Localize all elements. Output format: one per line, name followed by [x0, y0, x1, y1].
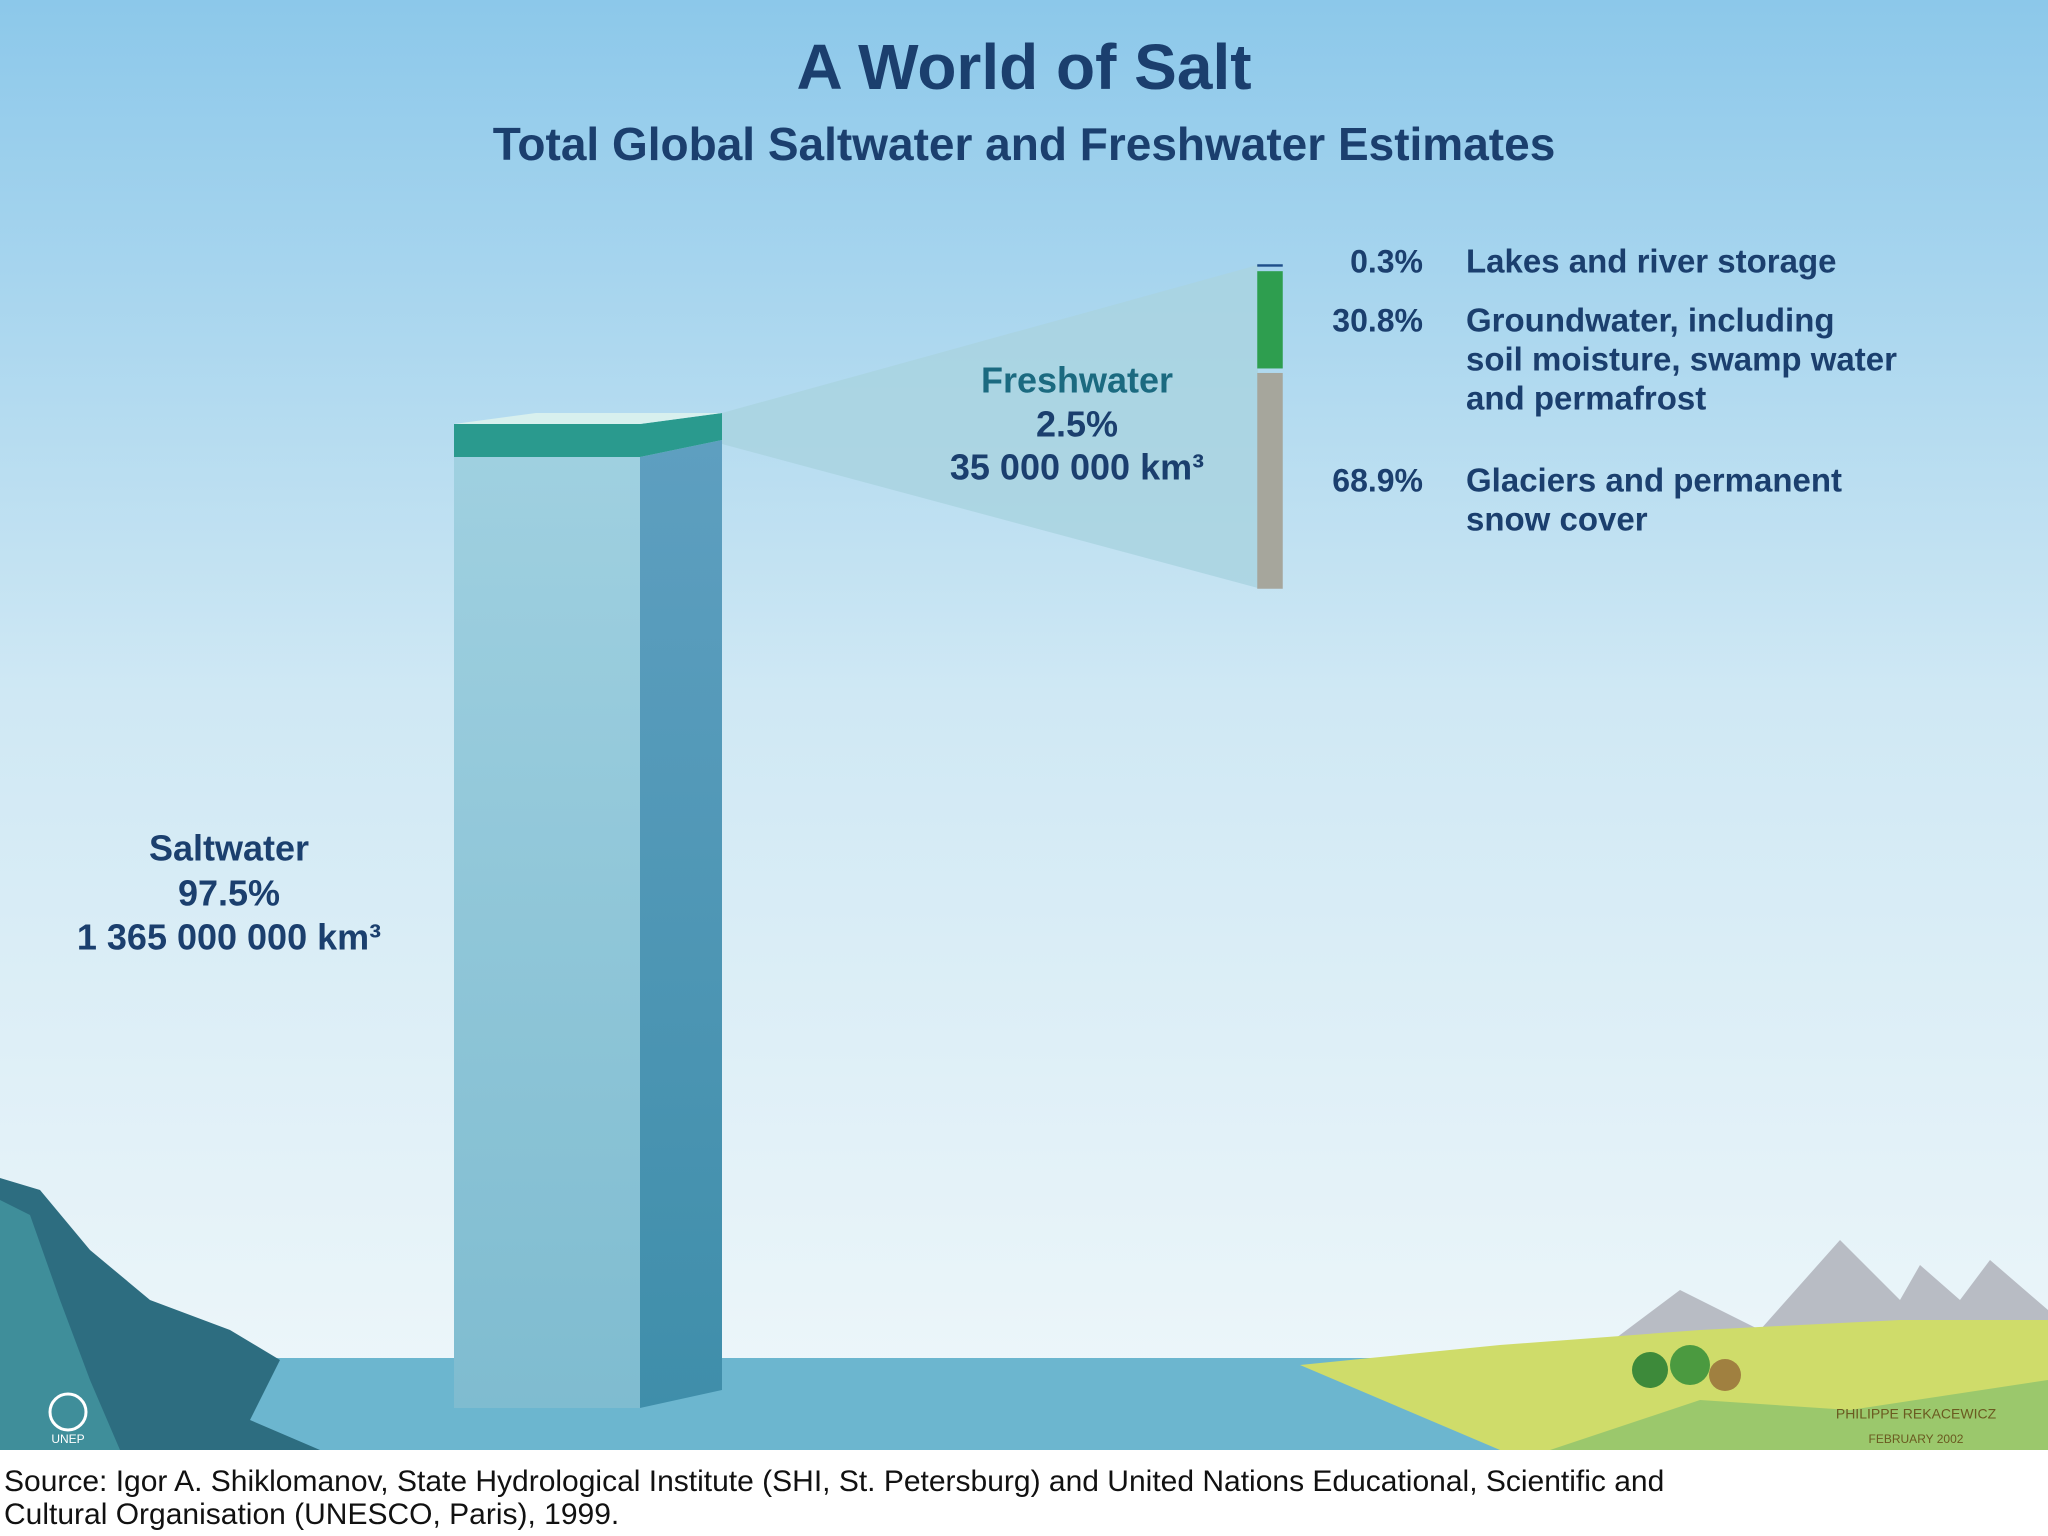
tree — [1709, 1359, 1741, 1391]
freshwater-percent: 2.5% — [1036, 404, 1118, 445]
column-front — [454, 457, 640, 1408]
source: Source: Igor A. Shiklomanov, State Hydro… — [4, 1465, 1664, 1498]
credit: PHILIPPE REKACEWICZ — [1836, 1406, 1997, 1422]
freshwater-name: Freshwater — [981, 360, 1173, 401]
title: A World of Salt — [796, 31, 1251, 103]
breakdown-label: Lakes and river storage — [1466, 243, 1837, 280]
source: Cultural Organisation (UNESCO, Paris), 1… — [4, 1498, 619, 1531]
zoom-wedge — [722, 265, 1258, 588]
freshwater-bar — [1257, 271, 1283, 369]
cap-top — [454, 413, 722, 424]
saltwater-name: Saltwater — [149, 828, 309, 869]
logo-text: UNEP — [51, 1432, 84, 1446]
mountain — [0, 1200, 120, 1450]
saltwater-percent: 97.5% — [178, 873, 280, 914]
tree — [1632, 1352, 1668, 1388]
freshwater-bar — [1257, 264, 1283, 267]
breakdown-label: soil moisture, swamp water — [1466, 341, 1897, 378]
tree — [1670, 1345, 1710, 1385]
footer-band — [0, 1450, 2048, 1536]
breakdown-label: Glaciers and permanent — [1466, 462, 1842, 499]
column-side — [640, 440, 722, 1408]
breakdown-percent: 68.9% — [1332, 462, 1423, 498]
credit: FEBRUARY 2002 — [1869, 1432, 1964, 1446]
land — [1550, 1380, 2048, 1450]
freshwater-volume: 35 000 000 km³ — [950, 447, 1204, 488]
breakdown-label: Groundwater, including — [1466, 302, 1835, 339]
breakdown-percent: 0.3% — [1350, 243, 1423, 279]
breakdown-percent: 30.8% — [1332, 302, 1423, 338]
subtitle: Total Global Saltwater and Freshwater Es… — [493, 118, 1556, 170]
breakdown-label: snow cover — [1466, 501, 1648, 538]
saltwater-volume: 1 365 000 000 km³ — [77, 917, 381, 958]
freshwater-bar — [1257, 372, 1283, 589]
logo-icon — [48, 1392, 88, 1432]
breakdown-label: and permafrost — [1466, 380, 1706, 417]
